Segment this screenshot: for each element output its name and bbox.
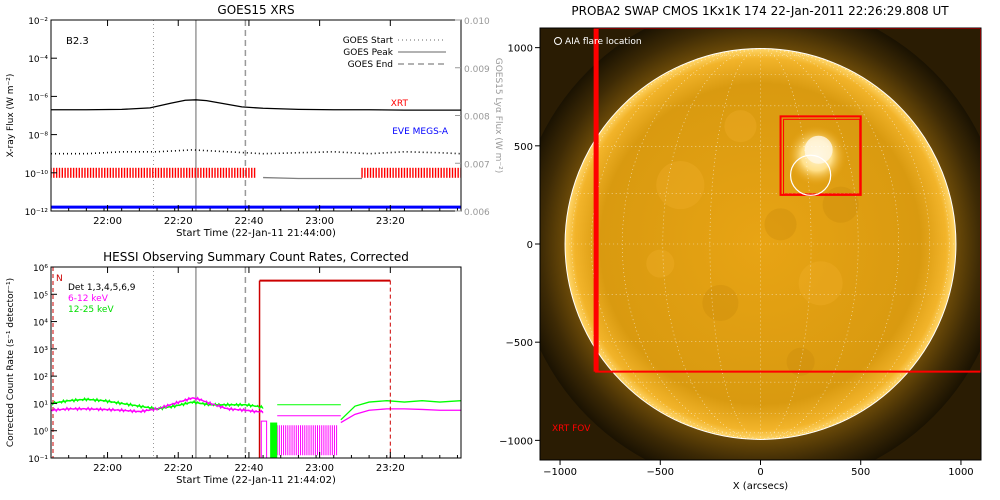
legend-label: GOES Peak <box>343 48 393 58</box>
x-axis-label: X (arcsecs) <box>733 481 789 492</box>
x-tick-label: 22:20 <box>164 463 193 474</box>
series-jitter <box>51 396 264 414</box>
swap-image-panel: PROBA2 SWAP CMOS 1Kx1K 174 22-Jan-2011 2… <box>499 4 982 492</box>
y-tick-label: 10² <box>33 373 48 383</box>
series-line <box>340 408 461 424</box>
y-tick-label: 10⁵ <box>33 291 48 301</box>
x-tick-label: −500 <box>647 467 674 478</box>
x-tick-label: 22:20 <box>164 216 193 227</box>
region-box <box>779 115 862 196</box>
y-tick-label: 10¹ <box>33 400 48 410</box>
y-tick-label: −500 <box>506 338 533 349</box>
series-line <box>340 400 461 421</box>
chart-title: GOES15 XRS <box>217 3 294 17</box>
x-tick-label: 23:00 <box>305 216 334 227</box>
series-line <box>51 149 461 155</box>
x-tick-label: 22:00 <box>93 216 122 227</box>
chart-title: HESSI Observing Summary Count Rates, Cor… <box>103 250 409 264</box>
x-axis-label: Start Time (22-Jan-11 21:44:02) <box>176 475 336 486</box>
y-axis-label: Corrected Count Rate (s⁻¹ detector⁻¹) <box>6 278 16 447</box>
attenuator-green-block <box>270 422 278 458</box>
x-tick-label: 500 <box>851 467 870 478</box>
y-right-tick-label: 0.008 <box>464 113 490 123</box>
longitude-line <box>662 48 761 440</box>
y-tick-label: 10³ <box>33 346 48 356</box>
x-axis-label: Start Time (22-Jan-11 21:44:00) <box>176 228 336 239</box>
disk-texture <box>798 261 843 306</box>
xrt-label: XRT <box>391 99 409 109</box>
xrt-fov-label: XRT FOV <box>552 424 591 434</box>
x-tick-label: 22:40 <box>235 216 264 227</box>
hessi-panel: HESSI Observing Summary Count Rates, Cor… <box>6 250 462 486</box>
x-tick-label: 0 <box>757 467 763 478</box>
disk-texture <box>822 186 859 223</box>
y-tick-label: 10⁻¹ <box>28 455 48 465</box>
goes-class-label: B2.3 <box>66 36 89 47</box>
legend-label: GOES End <box>348 60 393 70</box>
plot-area <box>51 20 461 211</box>
y-axis-label: X-ray Flux (W m⁻²) <box>6 74 16 158</box>
y-right-axis-label: GOES15 Lyα Flux (W m⁻²) <box>493 58 503 174</box>
x-tick-label: 1000 <box>948 467 973 478</box>
image-title: PROBA2 SWAP CMOS 1Kx1K 174 22-Jan-2011 2… <box>571 4 949 18</box>
y-tick-label: 500 <box>514 142 533 153</box>
series-line <box>51 99 461 111</box>
y-tick-label: 1000 <box>508 44 533 55</box>
x-tick-label: 23:20 <box>376 463 405 474</box>
disk-texture <box>646 249 675 278</box>
detector-label: Det 1,3,4,5,6,9 <box>68 283 136 293</box>
solar-disk <box>565 48 956 440</box>
attenuator-edge <box>260 420 268 458</box>
y-tick-label: 10⁻⁴ <box>28 55 48 65</box>
disk-texture <box>656 161 705 210</box>
longitude-line <box>760 48 859 440</box>
plot-frame <box>50 19 462 212</box>
aia-flare-label: AIA flare location <box>565 37 642 47</box>
y-right-tick-label: 0.006 <box>464 208 490 218</box>
y-tick-label: −1000 <box>499 436 533 447</box>
y-tick-label: 10⁻² <box>28 17 48 27</box>
heliographic-grid <box>565 48 956 440</box>
y-tick-label: 10⁴ <box>33 319 48 329</box>
plot-area <box>51 267 461 458</box>
limb-circle <box>564 48 957 440</box>
y-tick-label: 10⁰ <box>33 428 48 438</box>
series-jitter <box>51 396 264 411</box>
disk-texture <box>724 110 757 143</box>
x-tick-label: 23:20 <box>376 216 405 227</box>
image-area: AIA flare location XRT FOV <box>540 28 981 460</box>
series-line <box>263 176 363 180</box>
x-tick-label: 22:00 <box>93 463 122 474</box>
flag-label: N <box>56 274 63 284</box>
y-right-tick-label: 0.009 <box>464 65 490 75</box>
disk-texture <box>702 284 739 321</box>
legend-12-25: 12-25 keV <box>68 305 114 315</box>
aia-flare-circle <box>789 154 832 196</box>
x-tick-label: −1000 <box>543 467 577 478</box>
y-tick-label: 10⁻¹² <box>25 208 49 218</box>
active-region-core <box>804 135 833 164</box>
y-tick-label: 0 <box>527 240 533 251</box>
goes-xrs-panel: GOES15 XRS 22:00 22:20 22:40 23:00 23:20 Start… <box>6 3 503 239</box>
plot-frame <box>50 266 462 459</box>
y-right-tick-label: 0.007 <box>464 160 490 170</box>
x-tick-label: 23:00 <box>305 463 334 474</box>
y-tick-label: 10⁻⁶ <box>28 93 48 103</box>
y-tick-label: 10⁶ <box>33 264 48 274</box>
legend-6-12: 6-12 keV <box>68 294 109 304</box>
legend-label: GOES Start <box>343 36 394 46</box>
y-tick-label: 10⁻⁸ <box>28 132 48 142</box>
x-tick-label: 22:40 <box>235 463 264 474</box>
aia-legend-symbol <box>554 37 562 45</box>
y-right-tick-label: 0.010 <box>464 17 490 27</box>
eve-label: EVE MEGS-A <box>392 127 449 137</box>
y-tick-label: 10⁻¹⁰ <box>25 170 49 180</box>
disk-texture <box>764 208 797 241</box>
region-box-inner <box>783 118 861 195</box>
